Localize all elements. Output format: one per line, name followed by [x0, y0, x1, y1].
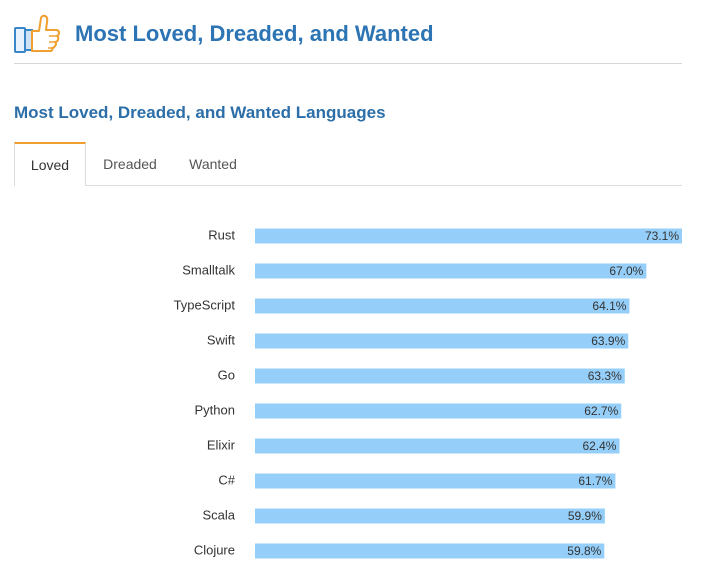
category-label: Clojure — [194, 542, 235, 557]
bar[interactable] — [255, 263, 647, 279]
category-label: C# — [218, 472, 235, 487]
section-title: Most Loved, Dreaded, and Wanted Language… — [14, 103, 386, 122]
bar[interactable] — [255, 543, 605, 559]
bar[interactable] — [255, 298, 630, 314]
category-label: Smalltalk — [182, 262, 235, 277]
value-label: 67.0% — [609, 264, 643, 278]
tab-dreaded[interactable]: Dreaded — [103, 156, 157, 172]
bar[interactable] — [255, 438, 620, 454]
bar[interactable] — [255, 333, 629, 349]
tab-bar: Loved Dreaded Wanted — [14, 142, 682, 187]
bar[interactable] — [255, 228, 682, 244]
category-label: Rust — [208, 227, 235, 242]
value-label: 73.1% — [645, 229, 679, 243]
value-label: 63.3% — [588, 369, 622, 383]
value-label: 62.4% — [582, 439, 616, 453]
bar[interactable] — [255, 368, 625, 384]
bar[interactable] — [255, 473, 616, 489]
value-label: 63.9% — [591, 334, 625, 348]
category-label: Elixir — [207, 437, 236, 452]
bar[interactable] — [255, 403, 622, 419]
thumbs-up-icon — [14, 14, 60, 53]
category-label: Scala — [202, 507, 235, 522]
value-label: 61.7% — [578, 474, 612, 488]
page-title: Most Loved, Dreaded, and Wanted — [75, 21, 434, 46]
page-header: Most Loved, Dreaded, and Wanted — [14, 10, 682, 64]
tab-wanted[interactable]: Wanted — [189, 156, 237, 172]
bar[interactable] — [255, 508, 605, 524]
value-label: 59.8% — [567, 544, 601, 558]
category-label: TypeScript — [174, 297, 236, 312]
value-label: 62.7% — [584, 404, 618, 418]
tab-loved[interactable]: Loved — [14, 142, 86, 187]
value-label: 64.1% — [592, 299, 626, 313]
bar-chart: Rust 73.1% Smalltalk 67.0% TypeScript 64.1% Sw… — [0, 215, 704, 572]
category-label: Python — [195, 402, 235, 417]
bar-chart-svg: Rust 73.1% Smalltalk 67.0% TypeScript 64.1% Sw… — [174, 227, 682, 559]
category-label: Go — [218, 367, 235, 382]
value-label: 59.9% — [568, 509, 602, 523]
category-label: Swift — [207, 332, 236, 347]
